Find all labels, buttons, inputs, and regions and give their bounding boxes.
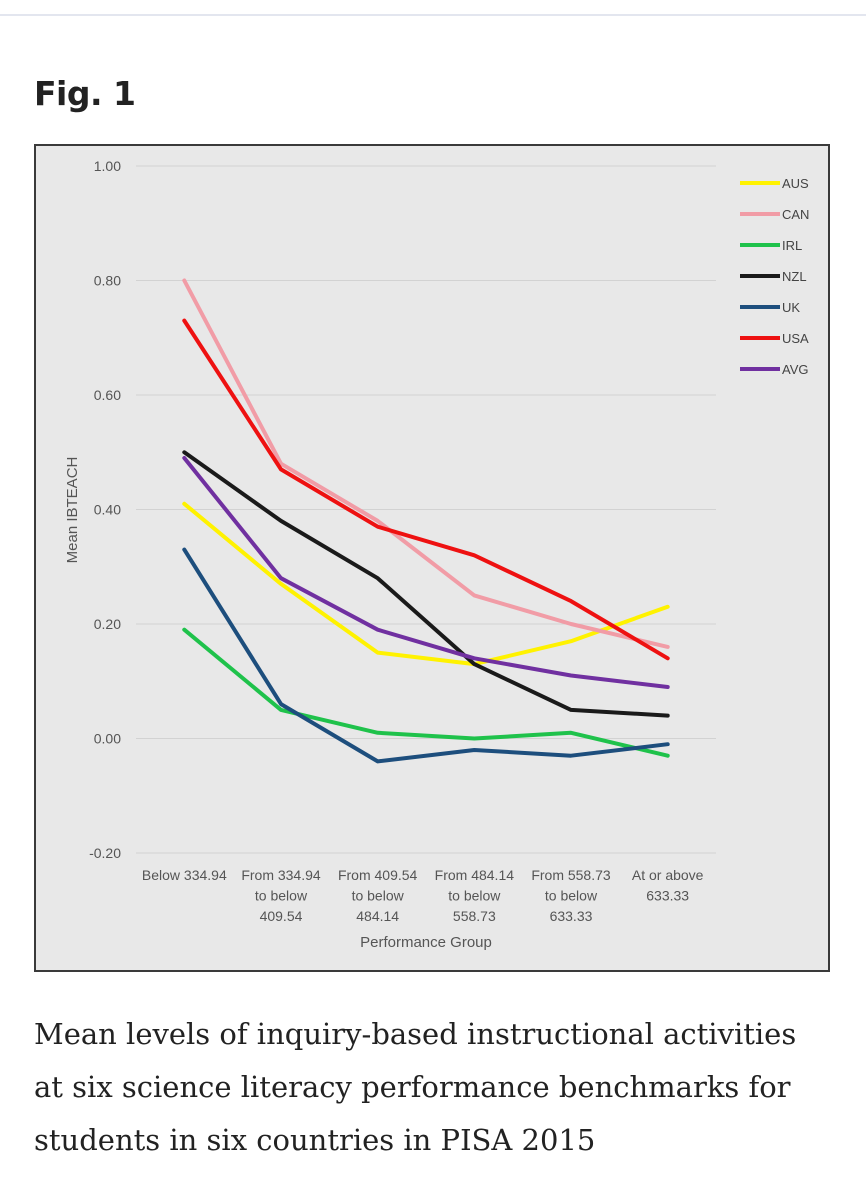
legend-item-aus: AUS [740, 176, 809, 191]
legend-item-avg: AVG [740, 362, 809, 377]
series-line-can [182, 278, 670, 649]
x-tick-label-line: 484.14 [356, 908, 399, 924]
figure-label: Fig. 1 [34, 74, 136, 113]
legend: AUS CAN IRL NZL UK USA AVG [740, 176, 809, 377]
x-tick-label-line: From 409.54 [338, 867, 418, 883]
x-tick-label-line: From 334.94 [241, 867, 321, 883]
y-axis-ticks: 1.00 0.80 0.60 0.40 0.20 0.00 -0.20 [89, 158, 121, 861]
x-tick-label: At or above 633.33 [632, 867, 704, 904]
x-tick-label-line: From 484.14 [435, 867, 515, 883]
x-tick-label-line: 633.33 [550, 908, 593, 924]
legend-label: AVG [782, 362, 809, 377]
x-axis-title: Performance Group [360, 934, 492, 951]
x-tick-label-line: to below [545, 888, 598, 904]
legend-label: UK [782, 300, 800, 315]
x-tick-label-line: to below [255, 888, 308, 904]
y-tick-label: 0.60 [94, 387, 121, 403]
x-tick-label: From 409.54 to below 484.14 [338, 867, 418, 924]
x-tick-label-line: to below [352, 888, 405, 904]
y-tick-label: -0.20 [89, 845, 121, 861]
legend-item-nzl: NZL [740, 269, 807, 284]
series-line-aus [182, 501, 670, 667]
series-line-irl [182, 627, 670, 758]
x-tick-label-line: From 558.73 [531, 867, 611, 883]
series-line-avg [182, 456, 670, 689]
top-divider [0, 14, 866, 16]
legend-label: NZL [782, 269, 807, 284]
x-tick-label-line: 409.54 [260, 908, 303, 924]
series-line-nzl [182, 450, 670, 718]
y-tick-label: 0.00 [94, 731, 121, 747]
x-tick-label: From 558.73 to below 633.33 [531, 867, 611, 924]
figure-frame: 1.00 0.80 0.60 0.40 0.20 0.00 -0.20 Below 334.… [34, 144, 830, 972]
series-lines [182, 278, 670, 764]
series-line-usa [182, 318, 670, 661]
series-line-uk [182, 547, 670, 764]
x-tick-label-line: 633.33 [646, 888, 689, 904]
legend-label: CAN [782, 207, 809, 222]
y-tick-label: 0.80 [94, 273, 121, 289]
line-chart: 1.00 0.80 0.60 0.40 0.20 0.00 -0.20 Below 334.… [64, 158, 809, 951]
y-tick-label: 0.20 [94, 616, 121, 632]
legend-item-uk: UK [740, 300, 800, 315]
x-tick-label: From 484.14 to below 558.73 [435, 867, 515, 924]
x-tick-label: From 334.94 to below 409.54 [241, 867, 321, 924]
legend-item-usa: USA [740, 331, 809, 346]
legend-item-can: CAN [740, 207, 809, 222]
figure-caption: Mean levels of inquiry-based instruction… [34, 1017, 797, 1157]
y-axis-title: Mean IBTEACH [64, 457, 81, 564]
x-tick-label-line: Below 334.94 [142, 867, 227, 883]
legend-item-irl: IRL [740, 238, 802, 253]
legend-label: IRL [782, 238, 802, 253]
y-tick-label: 1.00 [94, 158, 121, 174]
legend-label: AUS [782, 176, 809, 191]
x-tick-label-line: 558.73 [453, 908, 496, 924]
legend-label: USA [782, 331, 809, 346]
y-tick-label: 0.40 [94, 502, 121, 518]
x-tick-label: Below 334.94 [142, 867, 227, 883]
x-tick-label-line: At or above [632, 867, 704, 883]
x-tick-label-line: to below [448, 888, 501, 904]
